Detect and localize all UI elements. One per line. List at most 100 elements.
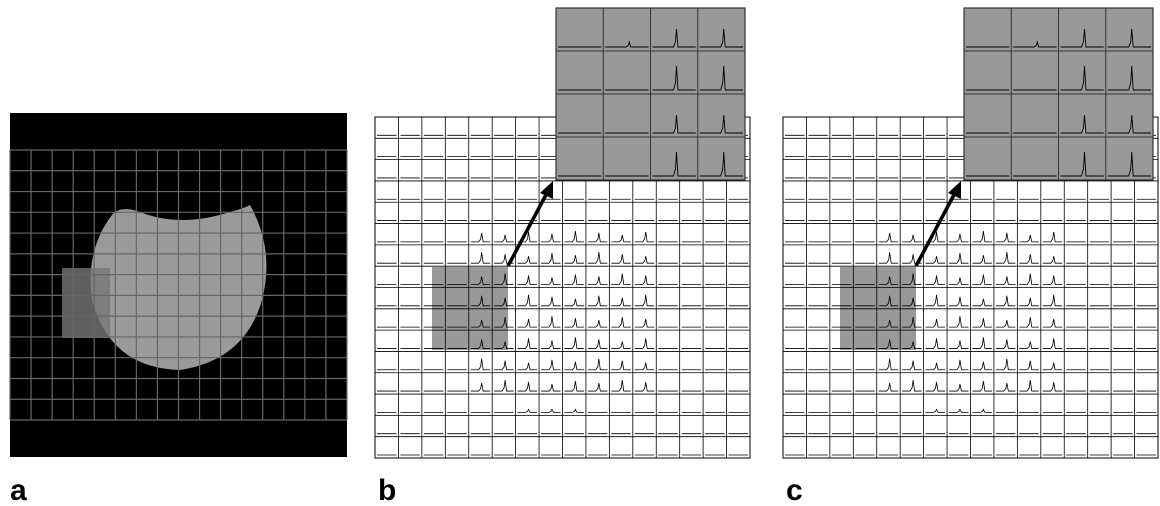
spectrum [949,233,969,243]
spectrum [1019,341,1039,349]
spectrum [470,295,491,307]
spectrum [652,114,696,134]
spectrum [972,298,992,307]
spectrum [470,382,491,392]
spectrum [564,408,584,413]
spectrum [972,230,992,243]
spectrum [587,320,608,328]
spectrum [1107,65,1151,91]
spectrum [878,382,899,392]
spectrum [949,296,969,307]
spectrum [995,252,1016,264]
spectrum [972,361,992,371]
spectrum [995,295,1016,307]
spectrum [605,40,649,48]
highlight-region [62,268,110,338]
spectrum [1042,275,1063,285]
spectrum [949,316,969,328]
spectrum [925,381,946,392]
spectrum [587,295,608,307]
spectrum [652,65,696,91]
spectrum [517,362,538,371]
spectrum [902,273,922,285]
spectrum [652,151,696,177]
spectrum [949,408,969,413]
spectrum [902,317,922,328]
spectrum [564,337,584,349]
spectrum [564,381,584,392]
spectrum [1019,317,1039,328]
panel-a [9,113,348,457]
spectrum [995,320,1016,328]
spectrum [1019,254,1039,264]
spectrum [634,338,655,349]
spectrum [699,28,743,48]
spectrum [541,408,561,413]
spectrum [972,318,992,328]
spectrum [611,380,631,392]
spectrum [564,230,584,243]
spectrum [611,341,631,349]
spectrum [470,232,491,243]
spectrum [699,65,743,91]
spectrum [494,341,514,349]
arrow [506,192,549,267]
spectrum [564,318,584,328]
spectrum [1107,28,1151,48]
panel-label: a [10,474,27,506]
arrow [914,192,957,267]
spectrum [878,252,899,264]
spectrum [1019,273,1039,285]
spectrum [1019,297,1039,307]
spectrum [634,294,655,307]
spectrum [587,382,608,392]
spectrum [925,275,946,285]
spectrum [470,339,491,349]
spectrum [1060,28,1104,48]
spectrum [541,253,561,264]
spectrum [517,408,538,413]
panel-c [782,7,1159,459]
spectrum [925,319,946,328]
panel-b [374,7,751,459]
spectrum [564,361,584,371]
spectrum [949,359,969,371]
spectrum [925,294,946,307]
spectrum [925,256,946,264]
spectrum [611,273,631,285]
spectrum [972,381,992,392]
spectrum [1060,65,1104,91]
spectrum [634,381,655,392]
spectrum [1013,40,1057,48]
spectrum [949,383,969,392]
spectrum [564,255,584,264]
spectrum [925,231,946,243]
panel-label: b [378,474,396,506]
spectrum [878,339,899,349]
spectrum [587,252,608,264]
spectrum [634,319,655,328]
spectrum [587,276,608,285]
spectrum [925,338,946,349]
spectrum [587,339,608,349]
spectrum [902,380,922,392]
spectrum [902,360,922,371]
spectrum [878,358,899,371]
spectrum [902,234,922,243]
spectrum [925,362,946,371]
spectrum [1019,380,1039,392]
spectrum [1019,360,1039,371]
spectrum [541,340,561,349]
spectrum [949,277,969,285]
spectrum [878,276,899,285]
voxel-grid [9,149,348,421]
spectrum [972,255,992,264]
spectrum [1042,381,1063,392]
spectrum [470,320,491,328]
spectrum [925,408,946,413]
spectrum [494,317,514,328]
spectrum [1107,151,1151,177]
spectrum [995,276,1016,285]
spectrum [541,296,561,307]
